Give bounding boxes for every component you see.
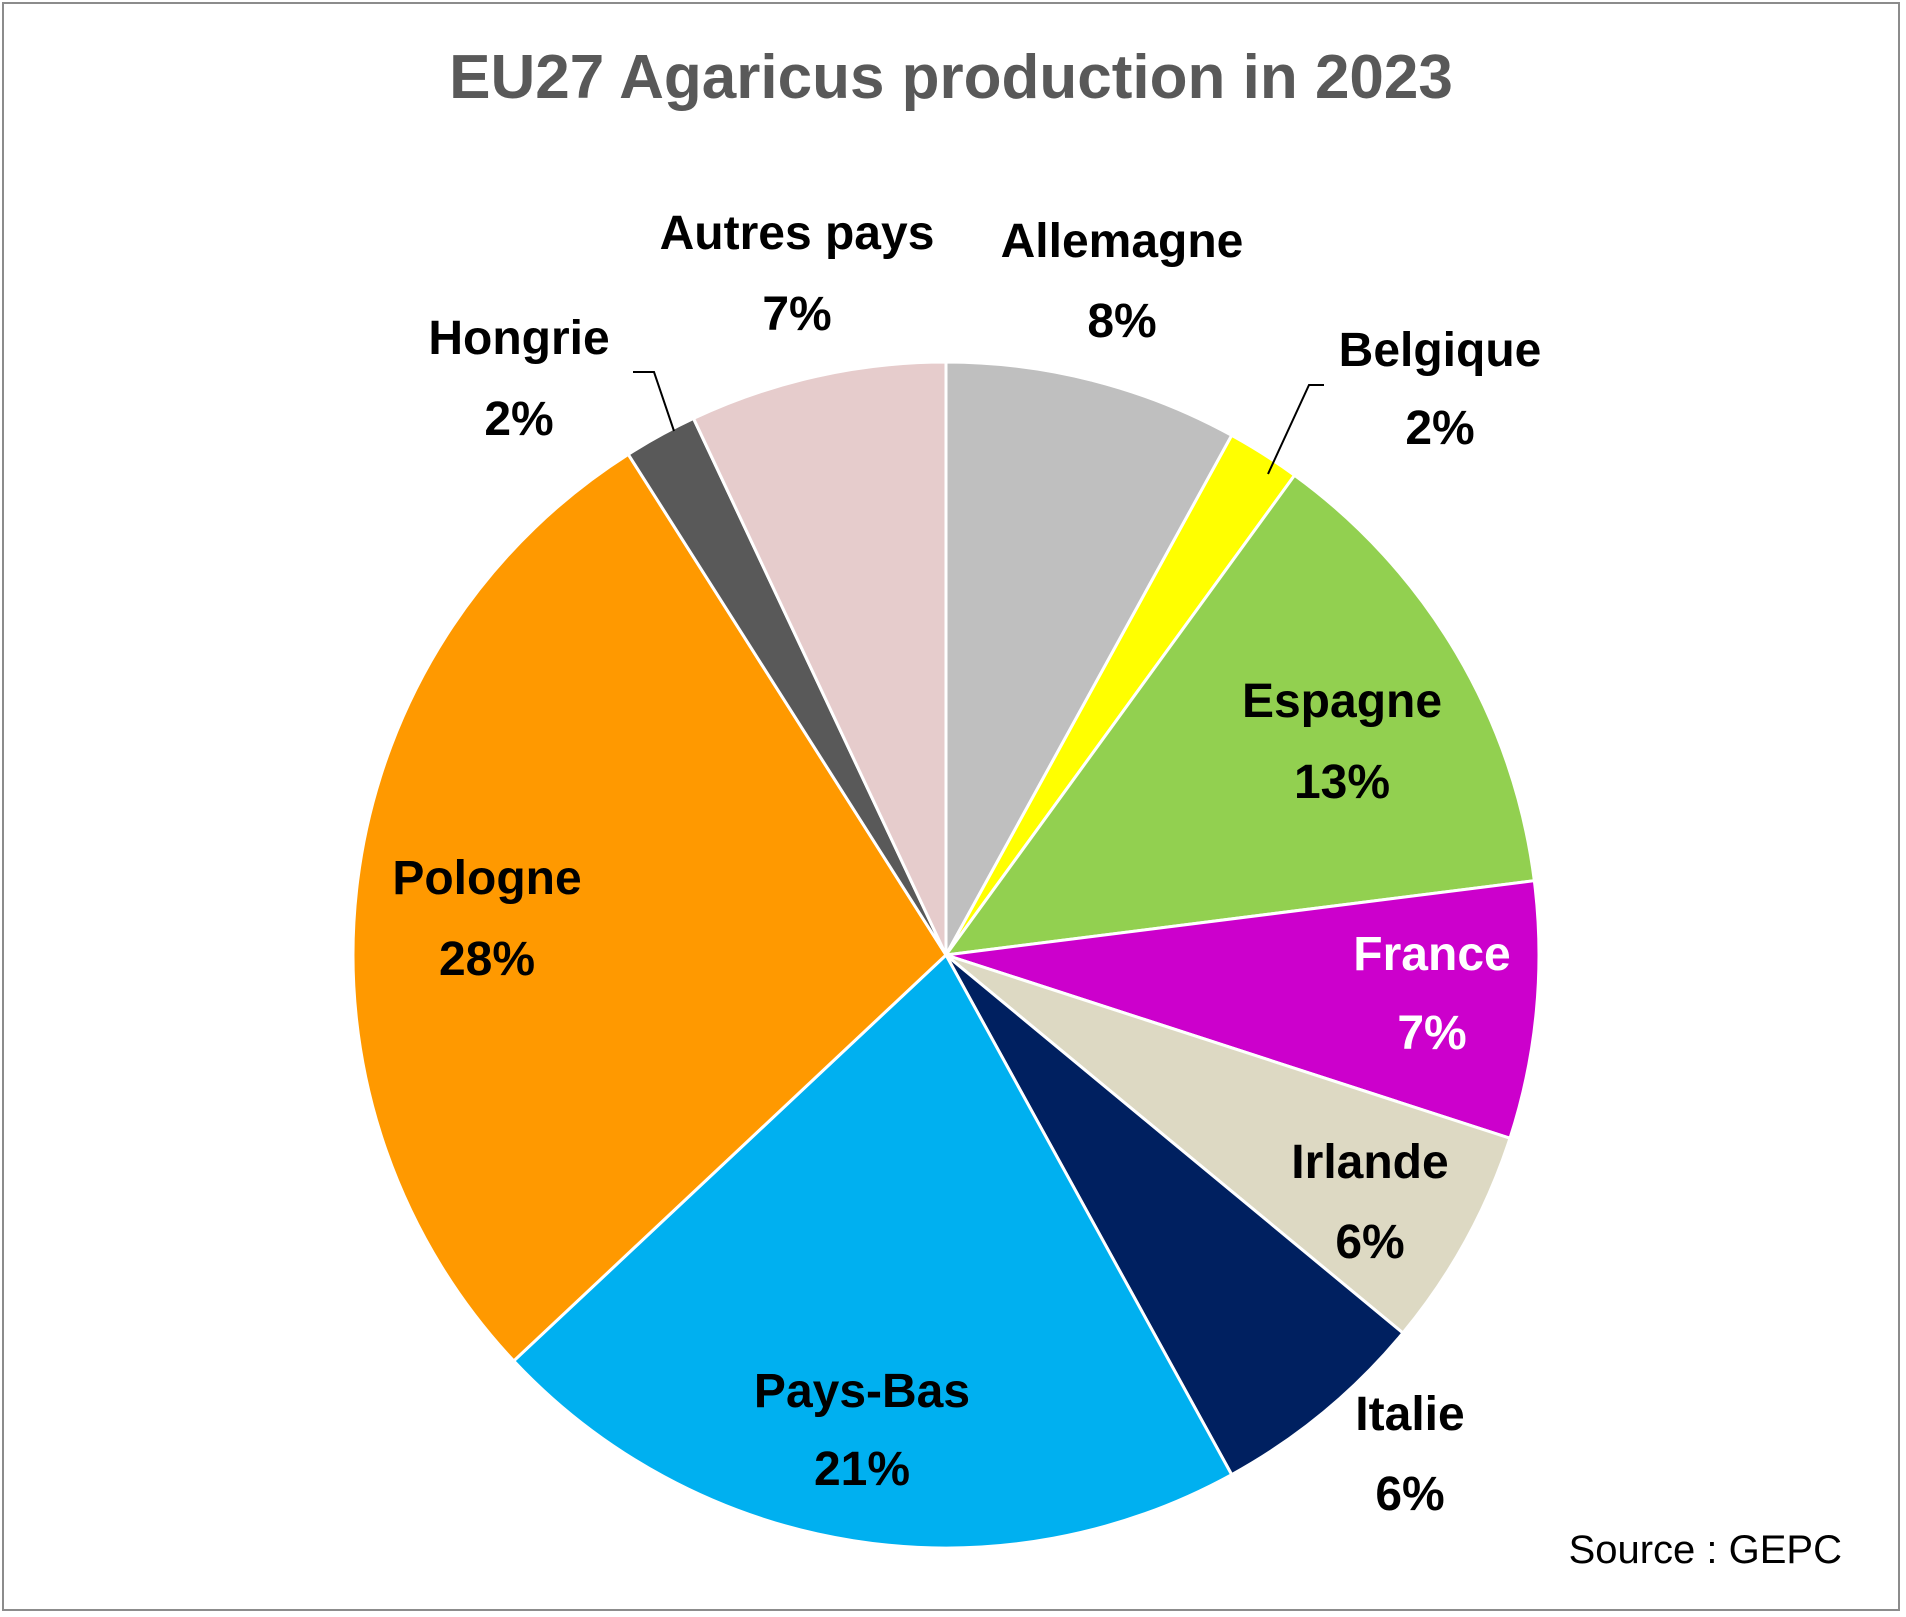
slice-labels: Allemagne 8% Belgique 2% Espagne 13% France 7% I… — [392, 207, 1541, 1521]
pie-slice-italie — [944, 953, 1406, 1477]
slice-percent-label: 2% — [1405, 402, 1474, 455]
pie-slice-espagne — [942, 473, 1536, 957]
pie-slice-pologne — [351, 452, 948, 1364]
slice-name-label: Allemagne — [1001, 215, 1244, 268]
slice-percent-label: 6% — [1335, 1216, 1404, 1269]
pie-slices — [351, 360, 1541, 1550]
slice-percent-label: 2% — [484, 393, 553, 446]
pie-slice-autres-pays — [691, 360, 948, 956]
slice-percent-label: 7% — [762, 288, 831, 341]
slice-percent-label: 6% — [1375, 1468, 1444, 1521]
slice-name-label: Autres pays — [660, 207, 935, 260]
slice-percent-label: 8% — [1087, 295, 1156, 348]
pie-slice-pays-bas — [511, 952, 1234, 1550]
leader-line-belgique — [1267, 384, 1324, 475]
leader-line-hongrie — [633, 371, 675, 432]
slice-percent-label: 28% — [439, 933, 535, 986]
source-note: Source : GEPC — [1568, 1528, 1842, 1572]
pie-slice-france — [945, 879, 1541, 1141]
pie-slice-irlande — [945, 953, 1512, 1336]
slice-percent-label: 21% — [814, 1443, 910, 1496]
slice-percent-label: 7% — [1397, 1007, 1466, 1060]
slice-name-label: Hongrie — [428, 312, 609, 365]
pie-chart: Allemagne 8% Belgique 2% Espagne 13% France 7% I… — [351, 207, 1541, 1550]
slice-name-label: Espagne — [1242, 675, 1442, 728]
slice-name-label: France — [1353, 928, 1510, 981]
slice-percent-label: 13% — [1294, 756, 1390, 809]
slice-name-label: Pologne — [392, 852, 581, 905]
chart-title: EU27 Agaricus production in 2023 — [449, 43, 1453, 112]
slice-name-label: Belgique — [1339, 324, 1542, 377]
slice-name-label: Italie — [1355, 1388, 1464, 1441]
pie-slice-allemagne — [944, 360, 1234, 956]
slice-name-label: Irlande — [1291, 1136, 1448, 1189]
slice-name-label: Pays-Bas — [754, 1365, 970, 1418]
leader-lines — [633, 371, 1324, 475]
